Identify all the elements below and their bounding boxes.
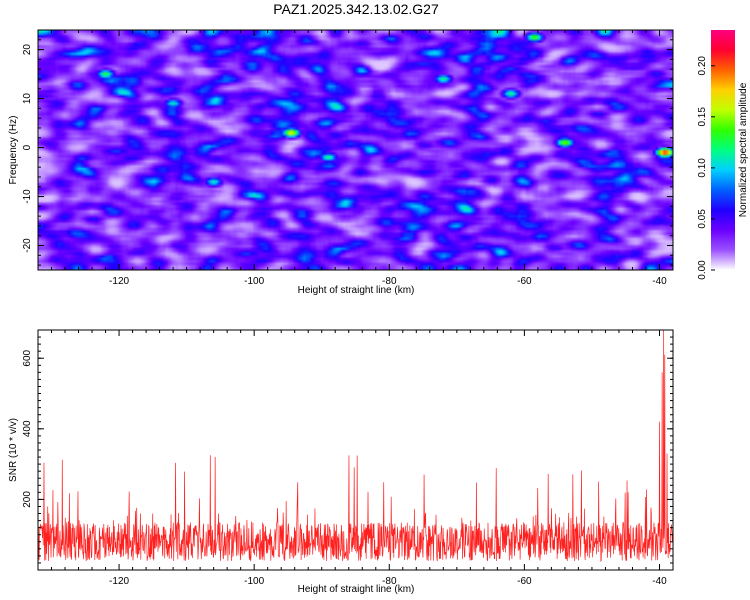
snr-series-line (38, 330, 673, 563)
spectrogram-y-ticks: -20 -10 0 10 20 (22, 29, 673, 266)
snr-y-ticks: 200 400 600 (22, 329, 673, 571)
colorbar-label: Normalized spectral amplitude (738, 82, 749, 217)
x-tick-label: -40 (652, 276, 667, 287)
spectrogram-frame (37, 29, 674, 271)
spectrogram-y-axis-label: Frequency (Hz) (8, 116, 19, 185)
colorbar-bar (711, 30, 735, 270)
snr-y-axis-label: SNR (10 * v/v) (8, 418, 19, 482)
y-tick-label: 20 (22, 44, 33, 56)
colorbar-tick-label: 0.15 (697, 107, 708, 127)
x-tick-label: -60 (517, 276, 532, 287)
x-tick-label: -80 (382, 276, 397, 287)
y-tick-label: 200 (22, 491, 33, 508)
x-tick-label: -120 (109, 276, 129, 287)
x-tick-label: -100 (244, 576, 264, 587)
spectrogram-heatmap (38, 30, 673, 270)
x-tick-label: -60 (517, 576, 532, 587)
snr-panel: -120 -100 -80 -60 -40 200 400 600 Height of st… (8, 329, 674, 595)
y-tick-label: 10 (22, 93, 33, 105)
y-tick-label: -20 (22, 238, 33, 253)
spectrogram-x-axis-label: Height of straight line (km) (298, 285, 415, 296)
x-tick-label: -80 (382, 576, 397, 587)
y-tick-label: 0 (22, 144, 33, 150)
colorbar: 0.00 0.05 0.10 0.15 0.20 Normalized spectral… (697, 30, 749, 280)
x-tick-label: -40 (652, 576, 667, 587)
x-tick-label: -120 (109, 576, 129, 587)
y-tick-label: -10 (22, 189, 33, 204)
colorbar-tick-label: 0.00 (697, 260, 708, 280)
colorbar-ticks: 0.00 0.05 0.10 0.15 0.20 (697, 56, 715, 280)
spectrogram-x-ticks: -120 -100 -80 -60 -40 (37, 30, 674, 287)
snr-x-ticks: -120 -100 -80 -60 -40 (37, 330, 674, 587)
colorbar-tick-label: 0.20 (697, 56, 708, 76)
colorbar-tick-label: 0.10 (697, 158, 708, 178)
colorbar-tick-label: 0.05 (697, 209, 708, 229)
figure-title: PAZ1.2025.342.13.02.G27 (273, 1, 439, 17)
snr-x-axis-label: Height of straight line (km) (298, 584, 415, 595)
y-tick-label: 600 (22, 349, 33, 366)
y-tick-label: 400 (22, 420, 33, 437)
x-tick-label: -100 (244, 276, 264, 287)
